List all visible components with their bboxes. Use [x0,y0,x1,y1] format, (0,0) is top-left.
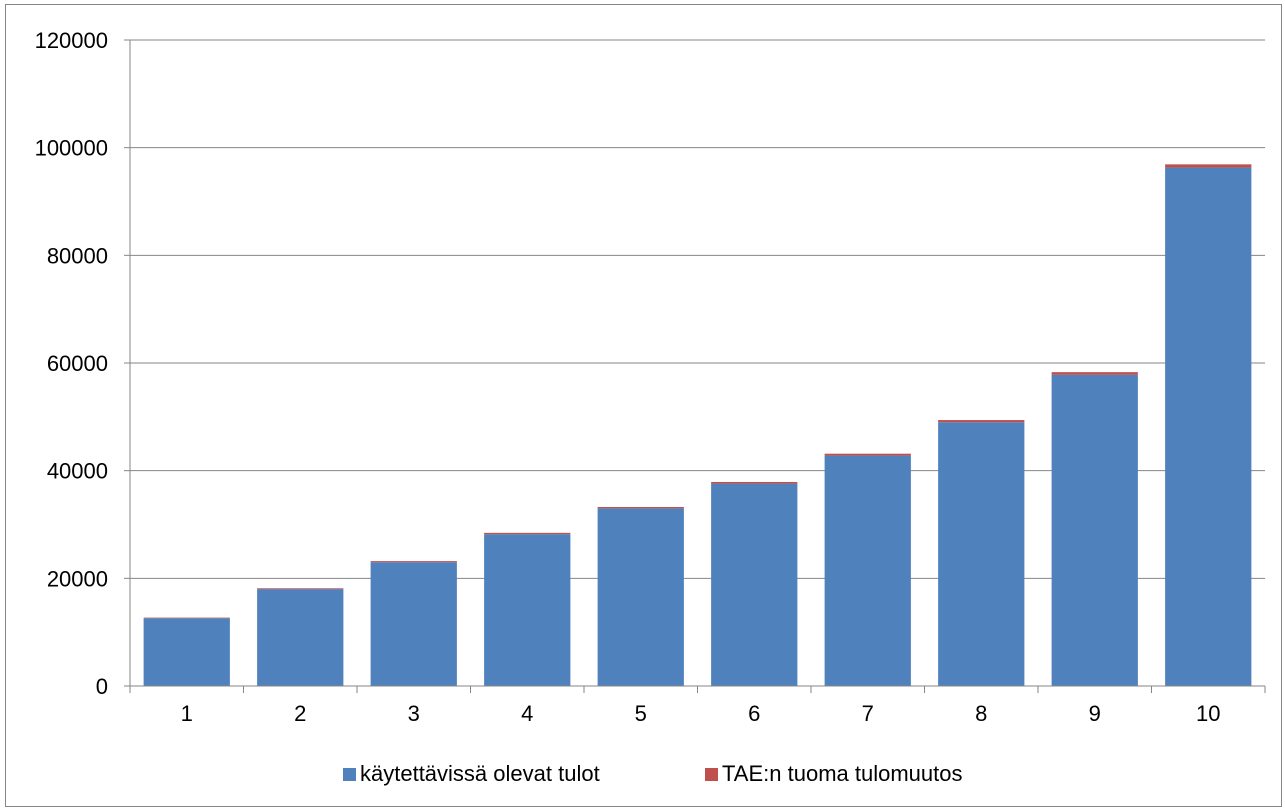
bar-income-change [1051,372,1138,375]
legend-swatch [705,768,718,781]
bar-income-change [484,532,571,535]
bar-income-change [143,617,230,619]
bar-disposable-income [484,534,571,686]
bar-income-change [597,507,684,509]
bar-disposable-income [143,618,230,686]
bar-income-change [370,561,457,563]
x-tick-label: 10 [1196,701,1220,726]
legend-label: TAE:n tuoma tulomuutos [722,761,963,786]
y-tick-label: 0 [96,674,108,699]
bars [143,164,1252,686]
y-tick-label: 40000 [47,459,108,484]
y-tick-label: 120000 [35,28,108,53]
x-tick-label: 3 [408,701,420,726]
x-tick-label: 2 [294,701,306,726]
bar-income-change [824,453,911,456]
x-tick-label: 8 [975,701,987,726]
bar-disposable-income [257,589,344,686]
y-tick-label: 80000 [47,243,108,268]
bar-disposable-income [938,422,1025,686]
legend-swatch [343,768,356,781]
bar-income-change [711,481,798,484]
x-tick-label: 1 [181,701,193,726]
bar-income-change [938,420,1025,423]
bar-disposable-income [597,508,684,686]
bar-disposable-income [824,455,911,686]
tick-labels: 0 20000 40000 60000 80000 100000 120000 1 2 3 4 5 6 7… [35,28,1221,726]
axes [124,39,1266,693]
x-tick-label: 4 [521,701,533,726]
x-tick-label: 7 [862,701,874,726]
bar-disposable-income [711,483,798,686]
legend-label: käytettävissä olevat tulot [360,761,600,786]
bar-income-change [257,588,344,590]
legend: käytettävissä olevat tulot TAE:n tuoma tu… [343,761,963,786]
bar-income-change [1165,164,1252,168]
x-tick-label: 6 [748,701,760,726]
y-tick-label: 60000 [47,351,108,376]
x-tick-label: 5 [635,701,647,726]
y-tick-label: 100000 [35,136,108,161]
bar-disposable-income [370,562,457,686]
bar-disposable-income [1165,167,1252,686]
y-tick-label: 20000 [47,566,108,591]
x-tick-label: 9 [1089,701,1101,726]
bar-disposable-income [1051,374,1138,686]
